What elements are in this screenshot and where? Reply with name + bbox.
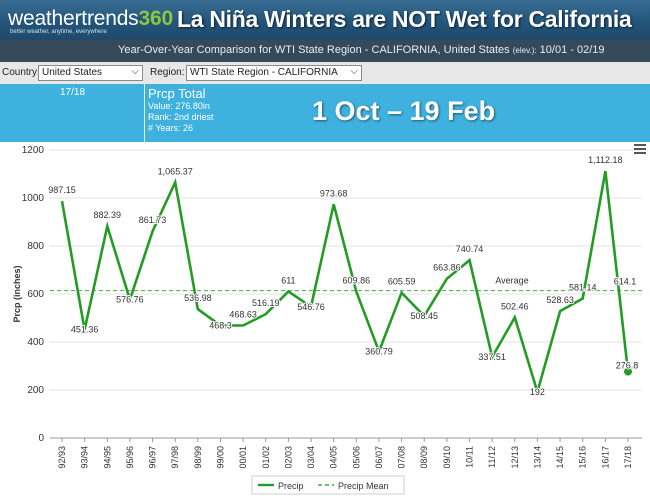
x-tick-label: 16/17 xyxy=(600,446,610,469)
filter-bar: Country: United States ⌵ Region: WTI Sta… xyxy=(0,62,650,84)
data-label: 360.79 xyxy=(365,346,393,356)
x-tick-label: 04/05 xyxy=(329,446,339,469)
logo-tagline: better weather, anytime, everywhere xyxy=(10,29,107,35)
x-tick-label: 03/04 xyxy=(306,446,316,469)
x-tick-label: 98/99 xyxy=(193,446,203,469)
country-select-value: United States xyxy=(42,67,103,78)
y-tick-label: 0 xyxy=(38,433,44,444)
data-label: 528.63 xyxy=(546,295,574,305)
data-label: 973.68 xyxy=(320,188,348,198)
data-label: 609.86 xyxy=(343,276,371,286)
season-label: 17/18 xyxy=(60,87,86,98)
data-label: 546.76 xyxy=(297,302,325,312)
data-label: 468.63 xyxy=(229,310,257,320)
panel-value: Value: 276.80in xyxy=(148,101,210,111)
x-tick-label: 12/13 xyxy=(510,446,520,469)
x-tick-label: 96/97 xyxy=(148,446,158,469)
panel-title: Prcp Total xyxy=(148,86,206,101)
y-tick-label: 400 xyxy=(27,337,44,348)
precip-series-line xyxy=(60,170,630,397)
x-tick-label: 05/06 xyxy=(351,446,361,469)
region-select-value: WTI State Region - CALIFORNIA xyxy=(190,67,338,78)
comparison-subtitle-bar: Year-Over-Year Comparison for WTI State … xyxy=(0,40,650,62)
data-label: 611 xyxy=(281,275,295,285)
date-range-label: 1 Oct – 19 Feb xyxy=(312,96,496,126)
data-label: 861.73 xyxy=(139,215,167,225)
subtitle-dates: 10/01 - 02/19 xyxy=(539,44,605,56)
header-bar: weathertrends360 better weather, anytime… xyxy=(0,0,650,40)
data-label: 468.3 xyxy=(209,321,232,331)
menu-icon[interactable] xyxy=(634,144,646,154)
mean-value-label: 614.1 xyxy=(614,277,637,287)
panel-rank: Rank: 2nd driest xyxy=(148,112,214,122)
data-label: 337.51 xyxy=(478,352,506,362)
x-tick-label: 00/01 xyxy=(238,446,248,469)
y-tick-label: 1200 xyxy=(22,145,45,156)
data-label: 516.19 xyxy=(252,298,280,308)
chart-container: 0 200 400 600 800 1000 1200 Prcp (inches) 92/93 9… xyxy=(0,142,650,496)
legend-mean-label: Precip Mean xyxy=(338,481,389,491)
data-label: 987.15 xyxy=(48,185,76,195)
x-tick-label: 93/94 xyxy=(80,446,90,469)
x-tick-label: 92/93 xyxy=(57,446,67,469)
subtitle-elev: (elev.): xyxy=(512,46,537,55)
x-tick-label: 09/10 xyxy=(442,446,452,469)
x-tick-label: 08/09 xyxy=(419,446,429,469)
country-label: Country: xyxy=(2,67,40,78)
x-tick-label: 13/14 xyxy=(532,446,542,469)
region-select[interactable]: WTI State Region - CALIFORNIA ⌵ xyxy=(186,65,362,81)
data-label: 882.39 xyxy=(94,210,122,220)
precip-chart: 0 200 400 600 800 1000 1200 Prcp (inches) 92/93 9… xyxy=(12,145,642,495)
data-label: 663.86 xyxy=(433,263,461,273)
y-tick-label: 600 xyxy=(27,289,44,300)
data-label: 451.36 xyxy=(71,325,99,335)
summary-panel: 17/18 Prcp Total Value: 276.80in Rank: 2… xyxy=(0,84,650,142)
panel-divider xyxy=(144,84,145,142)
data-label: 581.14 xyxy=(569,283,597,293)
mean-average-label: Average xyxy=(495,276,528,286)
x-tick-label: 10/11 xyxy=(465,446,475,468)
data-label: 1,112.18 xyxy=(588,155,622,165)
data-label: 576.76 xyxy=(116,295,144,305)
data-label: 536.98 xyxy=(184,293,212,303)
data-label: 502.46 xyxy=(501,301,529,311)
x-tick-label: 97/98 xyxy=(170,446,180,469)
data-label: 1,065.37 xyxy=(158,166,193,176)
logo-text: weathertrends xyxy=(8,7,139,30)
panel-years: # Years: 26 xyxy=(148,123,194,133)
page-headline: La Niña Winters are NOT Wet for Californ… xyxy=(177,6,632,32)
data-label: 276.8 xyxy=(616,361,639,371)
logo-number: 360 xyxy=(138,7,173,30)
x-tick-label: 07/08 xyxy=(397,446,407,469)
y-tick-label: 1000 xyxy=(22,193,45,204)
weathertrends-logo[interactable]: weathertrends360 better weather, anytime… xyxy=(8,4,173,36)
legend-precip-label: Precip xyxy=(278,481,304,491)
precip-last-point xyxy=(624,367,632,376)
y-tick-label: 200 xyxy=(27,385,44,396)
comparison-subtitle: Year-Over-Year Comparison for WTI State … xyxy=(118,44,605,56)
y-axis-title: Prcp (inches) xyxy=(12,265,22,322)
logo-wordmark: weathertrends360 xyxy=(8,7,173,31)
region-label: Region: xyxy=(150,67,185,78)
x-tick-label: 99/00 xyxy=(215,446,225,469)
data-label: 740.74 xyxy=(456,244,484,254)
x-tick-label: 06/07 xyxy=(374,446,384,469)
subtitle-text: Year-Over-Year Comparison for WTI State … xyxy=(118,44,510,56)
x-tick-label: 17/18 xyxy=(623,446,633,469)
data-label: 192 xyxy=(530,387,545,397)
x-tick-label: 02/03 xyxy=(283,446,293,469)
x-tick-label: 11/12 xyxy=(487,446,497,468)
y-tick-label: 800 xyxy=(27,241,44,252)
x-tick-label: 01/02 xyxy=(261,446,271,469)
data-label: 508.45 xyxy=(410,311,438,321)
x-tick-label: 15/16 xyxy=(578,446,588,469)
data-label: 605.59 xyxy=(388,277,416,287)
chevron-down-icon: ⌵ xyxy=(350,66,358,77)
country-select[interactable]: United States ⌵ xyxy=(38,65,143,81)
x-tick-label: 94/95 xyxy=(102,446,112,469)
x-tick-label: 14/15 xyxy=(555,446,565,469)
chevron-down-icon: ⌵ xyxy=(131,66,139,77)
x-tick-label: 95/96 xyxy=(125,446,135,469)
